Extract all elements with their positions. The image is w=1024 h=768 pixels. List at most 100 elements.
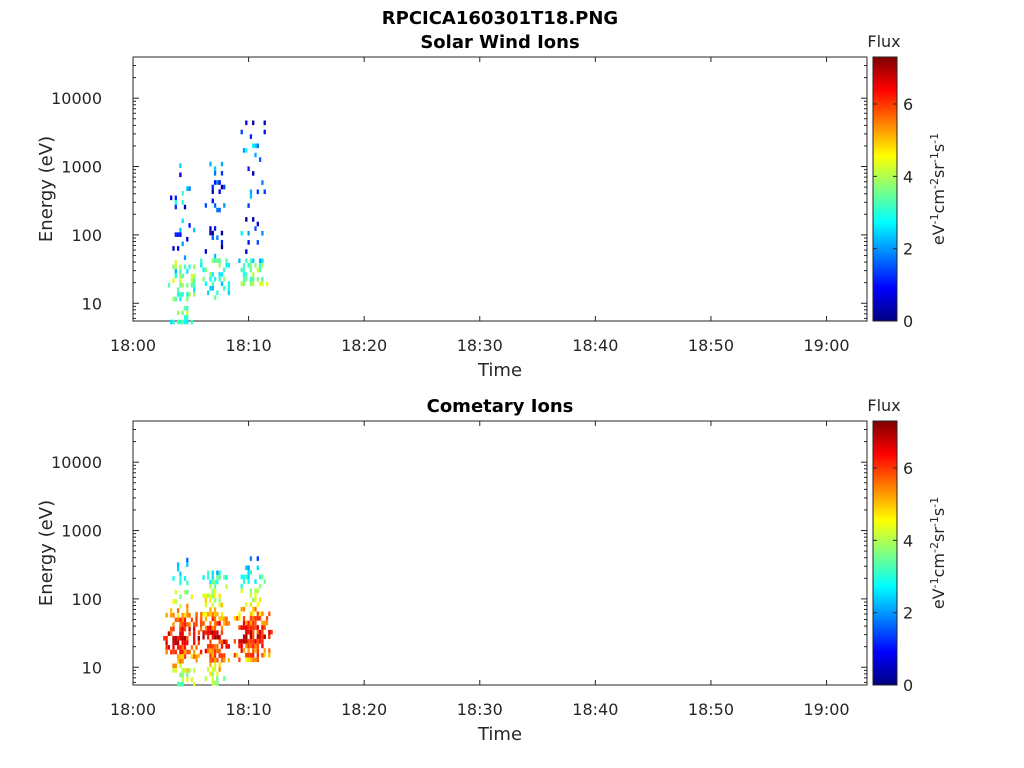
heatmap-cell (249, 267, 253, 273)
heatmap-cell (227, 281, 231, 286)
heatmap-cell (247, 565, 250, 571)
heatmap-cell (183, 622, 187, 627)
heatmap-cell (252, 120, 255, 126)
heatmap-cell (190, 677, 194, 682)
heatmap-cell (261, 230, 264, 236)
heatmap-cell (256, 625, 259, 630)
heatmap-cell (213, 584, 217, 589)
heatmap-cell (176, 635, 180, 641)
heatmap-cell (245, 258, 248, 264)
solar-wind-panel: Solar Wind Ions 18:00 18:10 18:20 18:30 18:4… (36, 32, 948, 381)
heatmap-cell (195, 611, 198, 617)
heatmap-cell (225, 584, 228, 589)
x-tick-label: 18:30 (457, 336, 503, 355)
heatmap-cell (202, 611, 205, 617)
heatmap-cell (245, 217, 248, 222)
panel-title: Solar Wind Ions (420, 32, 579, 53)
heatmap-cell (220, 602, 224, 608)
heatmap-cell (225, 621, 228, 626)
heatmap-cell (258, 616, 262, 621)
heatmap-cell (186, 236, 189, 242)
heatmap-cell (179, 292, 182, 297)
heatmap-cell (181, 640, 184, 646)
heatmap-cell (181, 677, 184, 682)
x-tick-label: 18:00 (110, 700, 156, 719)
x-axis-ticks: 18:00 18:10 18:20 18:30 18:40 18:50 19:00 (110, 421, 850, 719)
heatmap-cell (245, 148, 248, 153)
panel-title: Cometary Ions (427, 396, 574, 417)
heatmap-cell (170, 649, 173, 655)
heatmap-cell (258, 258, 262, 264)
heatmap-cell (263, 129, 266, 135)
heatmap-cell (227, 290, 231, 296)
heatmap-cell (261, 652, 264, 658)
heatmap-cell (190, 319, 194, 325)
heatmap-cell (179, 319, 182, 325)
heatmap-cell (254, 593, 257, 598)
heatmap-cell (211, 198, 214, 204)
heatmap-cell (252, 281, 255, 287)
heatmap-cell (181, 622, 184, 627)
heatmap-cell (261, 634, 264, 640)
heatmap-cell (209, 272, 212, 277)
y-tick-label: 10000 (51, 453, 102, 472)
heatmap-cell (207, 630, 210, 635)
heatmap-cell (186, 608, 189, 613)
heatmap-cell (179, 264, 182, 270)
heatmap-cell (254, 639, 257, 644)
x-tick-label: 18:20 (341, 336, 387, 355)
heatmap-cell (242, 625, 246, 630)
heatmap-cell (211, 616, 214, 622)
heatmap-cell (195, 657, 198, 663)
heatmap-cell (258, 281, 262, 287)
heatmap-cell (256, 657, 259, 663)
heatmap-cell (242, 616, 246, 621)
heatmap-cell (227, 621, 231, 626)
heatmap-cell (249, 616, 253, 621)
heatmap-cell (195, 645, 198, 650)
heatmap-cell (249, 134, 253, 139)
heatmap-cell (249, 602, 253, 607)
heatmap-cell (256, 221, 259, 227)
heatmap-cell (254, 606, 257, 612)
heatmap-cell (242, 148, 246, 153)
x-tick-label: 19:00 (803, 700, 849, 719)
heatmap-cell (183, 654, 187, 659)
heatmap-cell (220, 630, 224, 635)
heatmap-cell (220, 616, 224, 622)
plot-area (132, 420, 868, 686)
heatmap-cell (204, 203, 208, 208)
heatmap-cell (209, 584, 212, 589)
heatmap-cell (188, 622, 191, 627)
heatmap-cell (240, 281, 243, 287)
heatmap-cell (247, 657, 250, 663)
heatmap-cell (209, 230, 212, 236)
heatmap-cell (256, 602, 259, 607)
heatmap-cell (188, 631, 191, 636)
heatmap-cell (193, 273, 196, 279)
heatmap-cell (163, 635, 166, 641)
y-tick-label: 10 (82, 658, 102, 677)
heatmap-cell (188, 223, 191, 228)
heatmap-cell (209, 657, 212, 663)
heatmap-cell (216, 676, 219, 681)
heatmap-cell (258, 157, 262, 162)
heatmap-cell (258, 267, 262, 273)
heatmap-cell (268, 611, 271, 617)
heatmap-cell (181, 668, 184, 673)
heatmap-cell (218, 575, 221, 580)
heatmap-cell (227, 262, 231, 268)
heatmap-cell (220, 625, 224, 631)
heatmap-cell (181, 310, 184, 316)
heatmap-cell (249, 281, 253, 287)
heatmap-cell (186, 562, 189, 567)
heatmap-cell (213, 667, 217, 672)
heatmap-cell (183, 617, 187, 623)
heatmap-cell (186, 622, 189, 627)
heatmap-cell (186, 269, 189, 274)
heatmap-cell (179, 663, 182, 669)
heatmap-cell (209, 276, 212, 282)
heatmap-cell (258, 583, 262, 589)
heatmap-cell (249, 611, 253, 617)
